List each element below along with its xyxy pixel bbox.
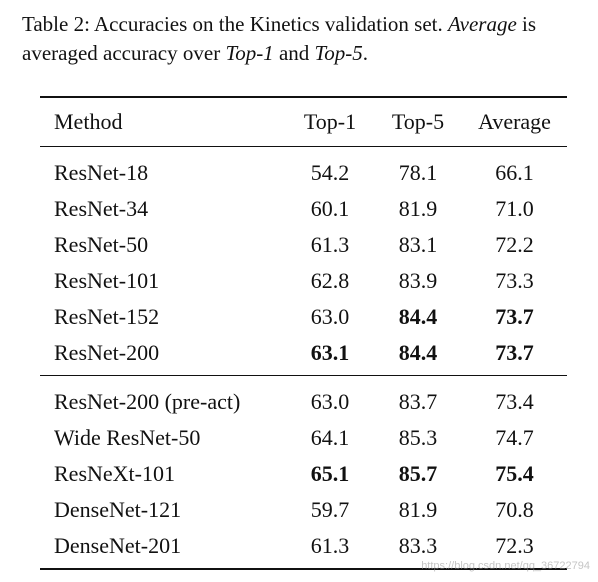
cell-top1: 63.0 <box>310 389 350 414</box>
cell-average: 66.1 <box>495 160 534 185</box>
table-row: DenseNet-201 61.3 83.3 72.3 <box>40 528 567 568</box>
cell-top1: 54.2 <box>310 160 350 185</box>
cell-method: DenseNet-201 <box>54 533 182 558</box>
cell-top1: 61.3 <box>310 533 350 558</box>
cell-average: 72.3 <box>495 533 534 558</box>
cell-average: 73.4 <box>495 389 534 414</box>
caption-top1-term: Top-1 <box>225 41 274 65</box>
table-row: ResNet-101 62.8 83.9 73.3 <box>40 263 567 299</box>
cell-top5: 83.9 <box>398 268 438 293</box>
cell-method: ResNet-200 <box>54 340 160 365</box>
table-top-rule <box>40 96 567 98</box>
cell-average: 72.2 <box>495 232 534 257</box>
cell-top1: 62.8 <box>310 268 350 293</box>
cell-average: 73.7 <box>495 340 534 365</box>
cell-method: ResNet-200 (pre-act) <box>54 389 241 414</box>
cell-top5: 83.7 <box>398 389 438 414</box>
results-table: Method Top-1 Top-5 Average ResNet-18 54.2… <box>40 96 567 570</box>
cell-top5: 83.1 <box>398 232 438 257</box>
table-row: ResNet-152 63.0 84.4 73.7 <box>40 299 567 335</box>
results-group-1: ResNet-18 54.2 78.1 66.1 ResNet-34 60.1 81.9 71… <box>40 147 567 375</box>
header-top1: Top-1 <box>303 109 357 134</box>
results-table-header: Method Top-1 Top-5 Average <box>40 98 567 146</box>
cell-top5: 85.7 <box>398 461 438 486</box>
cell-top1: 60.1 <box>310 196 350 221</box>
cell-average: 73.7 <box>495 304 534 329</box>
cell-method: ResNet-18 <box>54 160 149 185</box>
caption-average-term: Average <box>447 12 517 36</box>
cell-top5: 78.1 <box>398 160 438 185</box>
table-group-rule <box>40 375 567 376</box>
table-header-rule <box>40 146 567 147</box>
table-bottom-rule <box>40 568 567 570</box>
cell-average: 73.3 <box>495 268 534 293</box>
cell-average: 71.0 <box>495 196 534 221</box>
cell-top5: 81.9 <box>398 497 438 522</box>
cell-top1: 63.0 <box>310 304 350 329</box>
cell-average: 74.7 <box>495 425 534 450</box>
table-caption: Table 2: Accuracies on the Kinetics vali… <box>22 10 592 68</box>
results-group-2: ResNet-200 (pre-act) 63.0 83.7 73.4 Wide Res… <box>40 376 567 568</box>
cell-top5: 83.3 <box>398 533 438 558</box>
watermark-text: https://blog.csdn.net/qq_36722794 <box>421 560 590 572</box>
cell-method: ResNet-50 <box>54 232 149 257</box>
cell-top1: 61.3 <box>310 232 350 257</box>
table-row: ResNet-34 60.1 81.9 71.0 <box>40 191 567 227</box>
caption-text-2: is averaged accuracy over <box>22 12 537 65</box>
caption-top5-term: Top-5 <box>314 41 363 65</box>
cell-method: Wide ResNet-50 <box>54 425 201 450</box>
cell-top1: 65.1 <box>310 461 350 486</box>
caption-text-3: and <box>273 41 315 65</box>
header-row: Method Top-1 Top-5 Average <box>40 98 567 146</box>
header-average: Average <box>478 109 551 134</box>
caption-label: Table 2: <box>22 12 90 36</box>
cell-top5: 84.4 <box>398 304 438 329</box>
caption-text-1: Accuracies on the Kinetics validation se… <box>89 12 448 36</box>
cell-method: ResNeXt-101 <box>54 461 175 486</box>
cell-method: ResNet-34 <box>54 196 149 221</box>
cell-method: ResNet-101 <box>54 268 160 293</box>
cell-average: 75.4 <box>495 461 534 486</box>
cell-method: ResNet-152 <box>54 304 160 329</box>
cell-top1: 64.1 <box>310 425 350 450</box>
cell-average: 70.8 <box>495 497 534 522</box>
header-top5: Top-5 <box>391 109 445 134</box>
cell-method: DenseNet-121 <box>54 497 182 522</box>
cell-top5: 81.9 <box>398 196 438 221</box>
cell-top1: 63.1 <box>310 340 350 365</box>
cell-top5: 85.3 <box>398 425 438 450</box>
cell-top1: 59.7 <box>310 497 350 522</box>
table-row: ResNet-50 61.3 83.1 72.2 <box>40 227 567 263</box>
caption-text-4: . <box>362 41 369 65</box>
table-row: Wide ResNet-50 64.1 85.3 74.7 <box>40 420 567 456</box>
table-row: ResNet-200 (pre-act) 63.0 83.7 73.4 <box>40 376 567 420</box>
header-method: Method <box>54 109 123 134</box>
table-row: DenseNet-121 59.7 81.9 70.8 <box>40 492 567 528</box>
table-row: ResNet-18 54.2 78.1 66.1 <box>40 147 567 191</box>
table-row: ResNet-200 63.1 84.4 73.7 <box>40 335 567 375</box>
table-row: ResNeXt-101 65.1 85.7 75.4 <box>40 456 567 492</box>
cell-top5: 84.4 <box>398 340 438 365</box>
